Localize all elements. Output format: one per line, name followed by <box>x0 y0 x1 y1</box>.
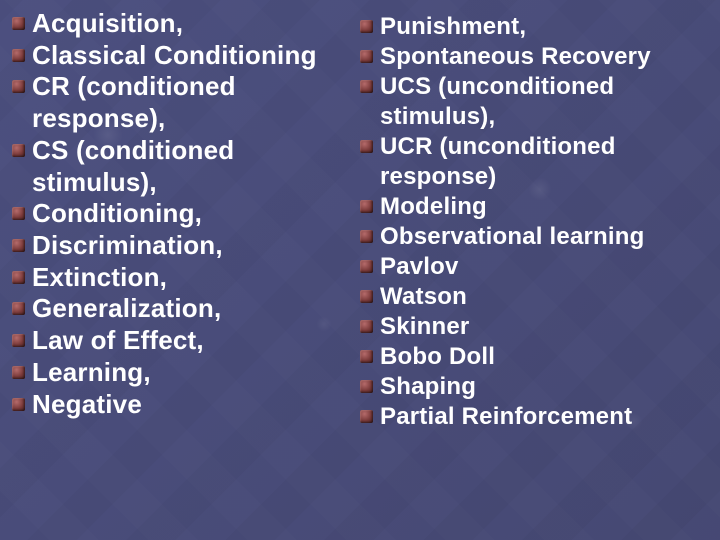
term-label: CR (conditioned response), <box>32 71 360 134</box>
bullet-icon <box>360 320 374 334</box>
bullet-icon <box>12 334 26 348</box>
bullet-icon <box>360 80 374 94</box>
term-label: Skinner <box>380 312 469 342</box>
term-label: CS (conditioned stimulus), <box>32 135 360 198</box>
term-label: Observational learning <box>380 222 644 252</box>
term-label: Shaping <box>380 372 476 402</box>
bullet-icon <box>360 200 374 214</box>
term-label: Partial Reinforcement <box>380 402 632 432</box>
term-label: Extinction, <box>32 262 167 294</box>
list-item: Acquisition, <box>12 8 360 40</box>
term-label: Acquisition, <box>32 8 183 40</box>
list-item: UCS (unconditioned stimulus), <box>360 72 720 132</box>
list-item: Watson <box>360 282 720 312</box>
list-item: Punishment, <box>360 12 720 42</box>
bullet-icon <box>12 239 26 253</box>
bullet-icon <box>360 410 374 424</box>
list-item: Learning, <box>12 357 360 389</box>
term-label: Bobo Doll <box>380 342 495 372</box>
list-item: Negative <box>12 389 360 421</box>
bullet-icon <box>12 80 26 94</box>
bullet-icon <box>360 230 374 244</box>
term-label: Discrimination, <box>32 230 223 262</box>
bullet-icon <box>360 290 374 304</box>
term-label: UCR (unconditioned response) <box>380 132 720 192</box>
bullet-icon <box>12 49 26 63</box>
bullet-icon <box>360 260 374 274</box>
list-item: Bobo Doll <box>360 342 720 372</box>
term-label: Conditioning, <box>32 198 202 230</box>
left-column: Acquisition, Classical Conditioning CR (… <box>0 8 360 540</box>
list-item: Modeling <box>360 192 720 222</box>
term-label: Learning, <box>32 357 151 389</box>
term-label: Negative <box>32 389 142 421</box>
bullet-icon <box>12 17 26 31</box>
list-item: Spontaneous Recovery <box>360 42 720 72</box>
list-item: Discrimination, <box>12 230 360 262</box>
term-label: Watson <box>380 282 467 312</box>
bullet-icon <box>12 398 26 412</box>
list-item: Classical Conditioning <box>12 40 360 72</box>
bullet-icon <box>12 366 26 380</box>
list-item: Shaping <box>360 372 720 402</box>
list-item: Extinction, <box>12 262 360 294</box>
list-item: UCR (unconditioned response) <box>360 132 720 192</box>
term-label: Modeling <box>380 192 487 222</box>
bullet-icon <box>12 207 26 221</box>
list-item: Pavlov <box>360 252 720 282</box>
right-column: Punishment, Spontaneous Recovery UCS (un… <box>360 8 720 540</box>
bullet-icon <box>12 302 26 316</box>
bullet-icon <box>360 350 374 364</box>
list-item: Conditioning, <box>12 198 360 230</box>
list-item: CR (conditioned response), <box>12 71 360 134</box>
list-item: CS (conditioned stimulus), <box>12 135 360 198</box>
bullet-icon <box>12 271 26 285</box>
slide: Acquisition, Classical Conditioning CR (… <box>0 0 720 540</box>
bullet-icon <box>360 140 374 154</box>
list-item: Observational learning <box>360 222 720 252</box>
term-label: Generalization, <box>32 293 221 325</box>
list-item: Generalization, <box>12 293 360 325</box>
term-label: Law of Effect, <box>32 325 204 357</box>
list-item: Partial Reinforcement <box>360 402 720 432</box>
term-label: Punishment, <box>380 12 526 42</box>
list-item: Law of Effect, <box>12 325 360 357</box>
term-label: Pavlov <box>380 252 459 282</box>
bullet-icon <box>360 380 374 394</box>
term-label: Classical Conditioning <box>32 40 317 72</box>
term-label: Spontaneous Recovery <box>380 42 651 72</box>
bullet-icon <box>360 20 374 34</box>
term-label: UCS (unconditioned stimulus), <box>380 72 720 132</box>
bullet-icon <box>12 144 26 158</box>
list-item: Skinner <box>360 312 720 342</box>
bullet-icon <box>360 50 374 64</box>
